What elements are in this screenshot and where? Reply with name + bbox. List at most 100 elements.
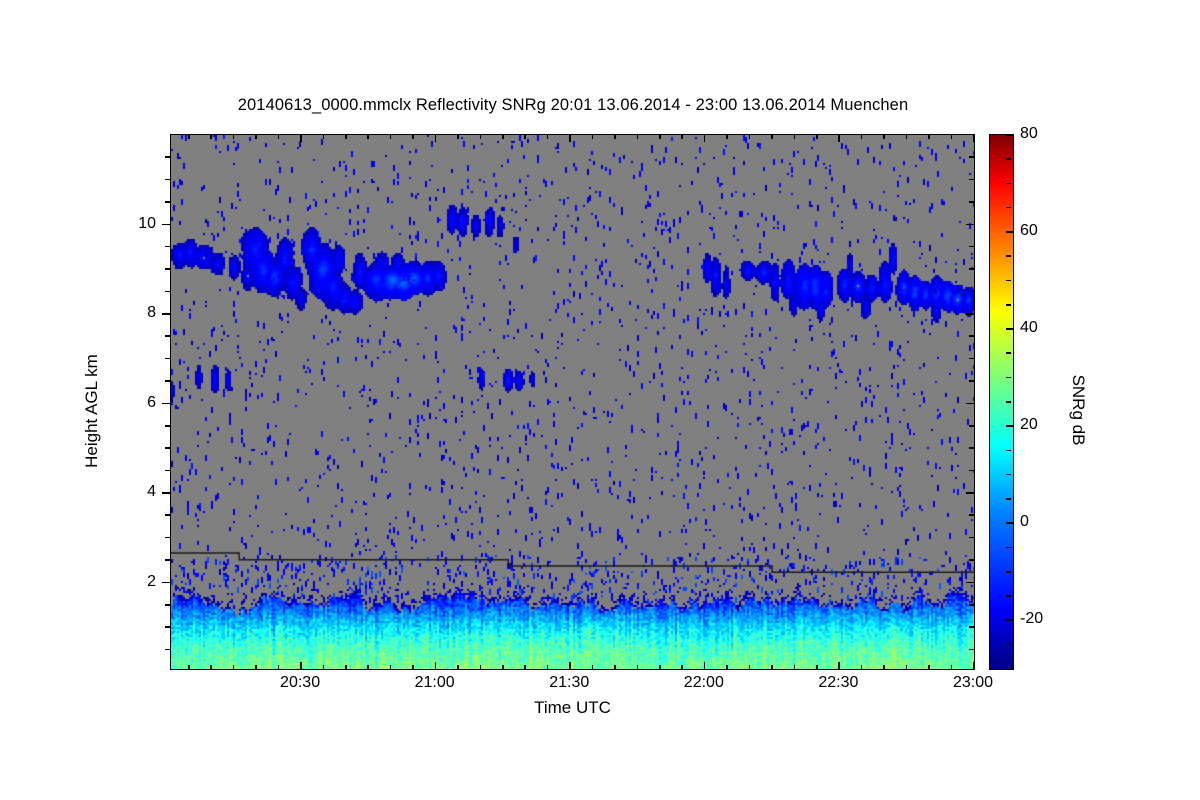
x-tick-minor-top — [524, 134, 526, 139]
y-tick-label-10: 10 — [138, 214, 156, 232]
y-tick-minor-right — [969, 156, 974, 158]
x-tick-minor — [793, 665, 796, 670]
x-tick-minor — [344, 665, 347, 670]
x-tick-minor — [322, 665, 325, 670]
y-tick-minor-right — [969, 626, 974, 628]
y-tick-minor-right — [969, 469, 974, 472]
x-tick-top — [300, 134, 302, 142]
x-tick-minor-top — [905, 134, 908, 139]
y-tick-minor-right — [969, 335, 974, 338]
x-tick-label-4: 22:30 — [818, 674, 859, 691]
x-tick-minor — [636, 665, 639, 670]
x-tick — [300, 662, 302, 670]
y-tick-minor — [165, 514, 170, 517]
colorbar-tick — [1006, 425, 1014, 427]
y-tick-right — [966, 581, 974, 584]
x-tick-minor-top — [614, 134, 616, 139]
y-tick-right — [966, 402, 974, 405]
x-tick-minor-top — [771, 134, 773, 139]
y-tick — [162, 492, 170, 494]
y-tick-right — [966, 313, 974, 315]
y-tick-minor — [165, 245, 170, 248]
y-tick-minor-right — [969, 536, 974, 539]
x-tick-label-2: 21:30 — [549, 674, 590, 691]
y-tick-minor-right — [969, 648, 974, 651]
x-tick-minor-top — [277, 134, 280, 139]
x-tick-minor — [614, 665, 616, 670]
colorbar-tick-label-40: 40 — [1020, 319, 1038, 337]
x-tick-minor-top — [591, 134, 594, 139]
y-tick-label-4: 4 — [147, 483, 156, 501]
y-tick-minor-right — [969, 268, 974, 270]
x-tick-minor-top — [928, 134, 930, 139]
x-tick-minor — [950, 665, 953, 670]
y-tick-minor-right — [969, 603, 974, 606]
colorbar-tick-minor — [1006, 255, 1011, 257]
colorbar-tick-minor — [1006, 352, 1011, 355]
y-tick-minor — [165, 201, 170, 203]
colorbar-title: SNRg dB — [1069, 374, 1088, 446]
y-tick-minor — [165, 603, 170, 606]
x-tick-minor-top — [726, 134, 728, 139]
x-tick-minor-top — [815, 134, 818, 139]
x-tick-minor-top — [210, 134, 212, 139]
y-tick-minor — [165, 178, 170, 181]
x-tick-minor — [726, 665, 728, 670]
x-tick-minor — [277, 665, 280, 670]
x-tick-minor — [479, 665, 482, 670]
x-tick-minor-top — [367, 134, 369, 139]
colorbar-tick-minor — [1006, 279, 1011, 282]
colorbar-tick-minor — [1006, 473, 1011, 476]
x-tick-minor-top — [232, 134, 235, 139]
colorbar-tick-minor — [1006, 376, 1011, 379]
x-tick-top — [434, 134, 437, 142]
x-tick-minor-top — [501, 134, 504, 139]
x-tick-minor — [681, 665, 683, 670]
y-tick-minor-right — [969, 424, 974, 427]
y-tick-minor-right — [969, 245, 974, 248]
x-tick-minor-top — [681, 134, 683, 139]
colorbar-tick — [1006, 134, 1014, 136]
y-tick-minor-right — [969, 514, 974, 517]
x-tick-minor-top — [883, 134, 885, 139]
x-tick-minor — [524, 665, 526, 670]
x-tick-minor — [501, 665, 504, 670]
x-tick-minor — [928, 665, 930, 670]
colorbar-tick-label-0: 0 — [1020, 513, 1029, 531]
colorbar-tick-minor — [1006, 401, 1011, 403]
y-tick-minor — [165, 536, 170, 539]
y-tick-label-6: 6 — [147, 393, 156, 411]
colorbar-tick — [1006, 522, 1014, 524]
y-tick-minor — [165, 447, 170, 449]
x-tick-minor-top — [457, 134, 459, 139]
y-tick-minor-right — [969, 290, 974, 293]
x-tick-minor-top — [187, 134, 190, 139]
x-tick-label-0: 20:30 — [280, 674, 321, 691]
x-tick-label-3: 22:00 — [683, 674, 724, 691]
x-tick-minor — [187, 665, 190, 670]
x-tick-minor — [591, 665, 594, 670]
x-tick — [838, 662, 840, 670]
x-tick-label-1: 21:00 — [414, 674, 455, 691]
x-tick — [973, 662, 975, 670]
x-tick-label-5: 23:00 — [952, 674, 994, 691]
colorbar-tick-minor — [1006, 158, 1011, 160]
y-tick-label-8: 8 — [147, 304, 156, 322]
x-tick-minor-top — [546, 134, 549, 139]
colorbar-tick — [1006, 328, 1014, 330]
colorbar-tick — [1006, 231, 1014, 233]
x-tick-minor-top — [479, 134, 482, 139]
x-tick-minor — [748, 665, 751, 670]
colorbar-tick-minor — [1006, 595, 1011, 597]
x-tick-minor-top — [255, 134, 257, 139]
x-tick-minor-top — [748, 134, 751, 139]
colorbar-tick-label-80: 80 — [1020, 125, 1038, 142]
y-tick — [162, 223, 170, 226]
y-tick-right — [966, 492, 974, 494]
x-tick-top — [569, 134, 571, 142]
x-tick — [569, 662, 571, 670]
y-tick-minor-right — [969, 559, 974, 561]
y-tick-minor — [165, 648, 170, 651]
colorbar-tick-minor — [1006, 570, 1011, 573]
y-tick-minor — [165, 559, 170, 561]
